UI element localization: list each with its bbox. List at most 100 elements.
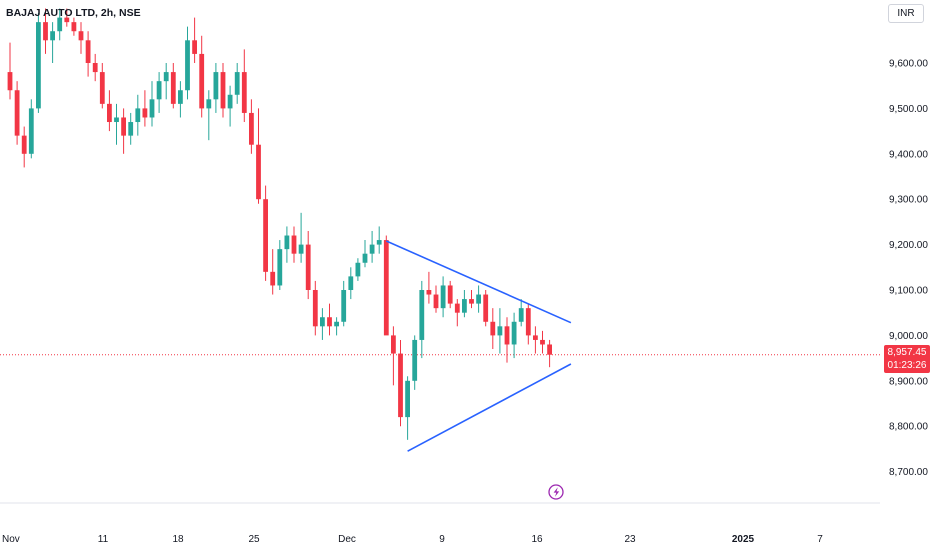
candle-body xyxy=(78,31,84,41)
flash-icon[interactable] xyxy=(548,484,564,500)
time-tick-label: 2025 xyxy=(732,534,755,545)
time-tick-label: 7 xyxy=(817,534,823,545)
candle-body xyxy=(284,235,290,250)
candle-body xyxy=(469,299,474,304)
candle-body xyxy=(36,22,41,109)
candle-body xyxy=(504,326,510,345)
candle-body xyxy=(135,108,141,123)
candle-body xyxy=(412,339,418,381)
candle-body xyxy=(114,117,119,123)
candle-body xyxy=(128,122,134,136)
last-price-value: 8,957.45 xyxy=(887,347,927,358)
candle-body xyxy=(320,317,325,327)
candle-body xyxy=(334,321,339,327)
price-axis[interactable]: 9,600.00 9,500.00 9,400.00 9,300.00 9,200.00… xyxy=(889,59,928,479)
candle-body xyxy=(156,81,162,100)
candle-body xyxy=(405,380,410,418)
price-tick-label: 9,000.00 xyxy=(889,331,928,342)
candle-body xyxy=(21,135,27,154)
candle-body xyxy=(525,308,531,336)
candle-body xyxy=(163,72,169,82)
price-tick-label: 8,800.00 xyxy=(889,422,928,433)
candle-body xyxy=(270,271,276,286)
price-tick-label: 9,400.00 xyxy=(889,149,928,160)
price-tick-label: 9,100.00 xyxy=(889,286,928,297)
candle-body xyxy=(43,22,48,41)
candle-body xyxy=(376,240,382,245)
candle-body xyxy=(263,199,268,272)
time-tick-label: 16 xyxy=(531,534,543,545)
candle-body xyxy=(227,94,233,109)
time-tick-label: 18 xyxy=(172,534,184,545)
trendline[interactable] xyxy=(385,240,572,324)
bar-countdown: 01:23:26 xyxy=(887,360,927,371)
candle-body xyxy=(92,63,98,73)
candle-body xyxy=(291,235,297,254)
candle-body xyxy=(497,326,503,336)
candle-body xyxy=(483,294,489,322)
price-tick-label: 9,500.00 xyxy=(889,104,928,115)
candle-body xyxy=(447,285,453,304)
candle-body xyxy=(440,285,446,309)
candle-body xyxy=(185,40,190,91)
candle-body xyxy=(99,72,105,104)
time-axis[interactable]: Nov 11 18 25 Dec 9 16 23 2025 7 xyxy=(0,502,880,545)
price-tick-label: 9,300.00 xyxy=(889,195,928,206)
candle-body xyxy=(312,290,318,327)
candle-body xyxy=(192,40,197,54)
candle-body xyxy=(57,17,63,32)
currency-button[interactable]: INR xyxy=(888,4,924,23)
candle-body xyxy=(7,72,13,91)
candle-body xyxy=(71,22,77,32)
candle-body xyxy=(327,317,332,327)
candle-body xyxy=(305,244,311,290)
symbol-title: BAJAJ AUTO LTD, 2h, NSE xyxy=(6,7,141,19)
time-tick-label: 23 xyxy=(624,534,636,545)
price-tick-label: 9,600.00 xyxy=(889,59,928,70)
candle-body xyxy=(533,335,538,340)
candle-body xyxy=(362,253,368,263)
candle-body xyxy=(462,299,467,313)
candle-body xyxy=(256,144,261,200)
candle-body xyxy=(341,290,347,322)
candle-body xyxy=(391,335,396,354)
candle-body xyxy=(540,339,545,345)
candles xyxy=(7,8,552,440)
candle-body xyxy=(220,72,226,109)
candle-body xyxy=(433,294,439,309)
price-tick-label: 8,700.00 xyxy=(889,467,928,478)
time-tick-label: Dec xyxy=(338,534,356,545)
candle-body xyxy=(383,240,389,336)
time-tick-label: 11 xyxy=(98,534,109,545)
candle-body xyxy=(206,99,212,109)
candle-body xyxy=(50,31,55,41)
candle-body xyxy=(241,72,247,113)
time-tick-label: 9 xyxy=(439,534,445,545)
candle-body xyxy=(369,244,375,254)
candle-body xyxy=(64,17,70,23)
candle-body xyxy=(170,72,176,104)
candle-body xyxy=(28,108,34,154)
candle-body xyxy=(476,294,481,304)
candle-body xyxy=(149,99,155,118)
candle-body xyxy=(249,112,254,145)
candle-body xyxy=(490,321,496,336)
candle-body xyxy=(426,290,432,295)
trendline[interactable] xyxy=(407,363,572,452)
trendlines[interactable] xyxy=(385,240,572,452)
candle-body xyxy=(511,321,517,345)
candle-body xyxy=(142,108,148,118)
candle-body xyxy=(85,40,91,63)
time-tick-label: 25 xyxy=(248,534,260,545)
candle-body xyxy=(121,117,126,136)
candle-body xyxy=(419,290,425,340)
price-tick-label: 8,900.00 xyxy=(889,376,928,387)
candle-body xyxy=(277,249,283,286)
candle-body xyxy=(298,244,304,254)
price-tick-label: 9,200.00 xyxy=(889,240,928,251)
last-price-tag: 8,957.45 01:23:26 xyxy=(884,345,930,373)
candle-body xyxy=(355,262,361,277)
candle-body xyxy=(348,276,354,290)
candle-body xyxy=(518,308,524,322)
